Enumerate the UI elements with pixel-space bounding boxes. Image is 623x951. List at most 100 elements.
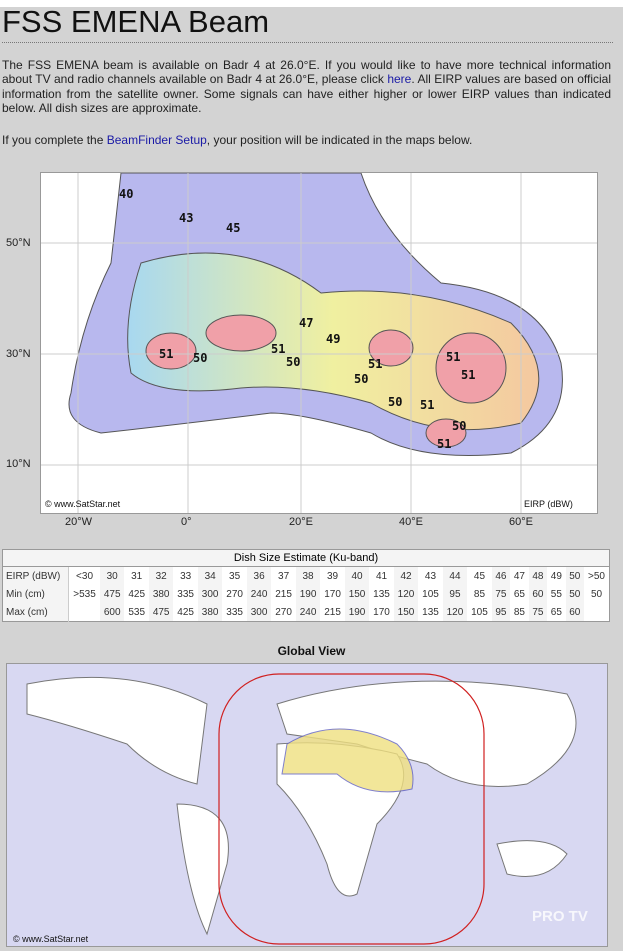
table-cell: 425 [177, 606, 194, 618]
table-cell: 42 [393, 566, 419, 585]
lon-label: 60°E [509, 516, 533, 528]
table-cell: 170 [324, 588, 341, 600]
coverage-peak [145, 332, 197, 370]
lat-label: 10°N [6, 458, 31, 470]
table-cell: 300 [246, 603, 272, 622]
table-cell: 40 [344, 566, 370, 585]
table-cell: 35 [229, 570, 241, 582]
table-cell: 38 [295, 566, 321, 585]
table-cell: 95 [442, 585, 468, 603]
table-cell: 44 [442, 566, 468, 585]
table-title: Dish Size Estimate (Ku-band) [2, 549, 610, 567]
intro-text: The FSS EMENA beam is available on Badr … [2, 58, 611, 115]
contour-label: 51 [420, 398, 435, 412]
table-cell: 135 [373, 588, 390, 600]
table-cell: 60 [528, 585, 548, 603]
table-cell: 475 [99, 585, 125, 603]
coverage-peak [435, 332, 507, 404]
lon-label: 0° [181, 516, 192, 528]
row-label: EIRP (dBW) [2, 566, 70, 585]
table-cell: 31 [131, 570, 143, 582]
dish-size-table: Dish Size Estimate (Ku-band) EIRP (dBW) <… [2, 549, 610, 622]
contour-label: 51 [368, 357, 383, 371]
contour-label: 50 [286, 355, 301, 369]
coverage-mid [127, 252, 540, 431]
table-cell: 75 [528, 603, 548, 622]
global-view-title: Global View [277, 644, 346, 658]
landmass [276, 680, 577, 787]
table-cell: 150 [344, 585, 370, 603]
table-cell: 46 [491, 566, 511, 585]
contour-label: 51 [446, 350, 461, 364]
page-title: FSS EMENA Beam [2, 4, 270, 39]
contour-label: 50 [354, 372, 369, 386]
lon-label: 20°W [65, 516, 93, 528]
table-cell: 535 [128, 606, 146, 618]
table-cell: 150 [393, 603, 419, 622]
table-cell: 55 [550, 588, 562, 600]
landmass [26, 676, 208, 785]
table-row: Min (cm) >535 475 425 380 335 300 270 240 215 190 1… [2, 585, 610, 603]
table-cell: 190 [344, 603, 370, 622]
table-cell: 335 [177, 588, 194, 600]
global-map-copyright: © www.SatStar.net [13, 934, 89, 944]
table-cell: 50 [590, 588, 603, 600]
table-cell: 50 [565, 585, 585, 603]
table-cell: 43 [424, 570, 437, 582]
contour-label: 50 [193, 351, 208, 365]
table-cell: 335 [226, 606, 243, 618]
table-cell: 65 [550, 606, 562, 618]
table-cell: 270 [226, 588, 243, 600]
setup-text: If you complete the BeamFinder Setup, yo… [2, 133, 473, 147]
contour-label: 40 [119, 187, 134, 201]
table-cell: 600 [99, 603, 125, 622]
here-link[interactable]: here [387, 72, 412, 87]
table-cell: 475 [148, 603, 174, 622]
table-cell: 120 [393, 585, 419, 603]
table-cell: 380 [197, 603, 223, 622]
table-cell: 48 [528, 566, 548, 585]
table-cell: >50 [588, 570, 605, 582]
table-cell: 39 [326, 570, 339, 582]
table-cell: >535 [73, 588, 96, 600]
landmass [496, 840, 568, 877]
landmass [176, 803, 229, 936]
table-cell: 85 [473, 588, 486, 600]
table-cell: 30 [99, 566, 125, 585]
contour-label: 47 [299, 316, 314, 330]
table-cell: 95 [491, 603, 511, 622]
table-cell: 270 [275, 606, 292, 618]
table-cell: 75 [491, 585, 511, 603]
contour-label: 45 [226, 221, 241, 235]
table-cell [584, 603, 609, 622]
global-map-graphic [26, 673, 577, 945]
top-bar [0, 0, 623, 7]
table-cell: 85 [513, 606, 525, 618]
contour-label: 43 [179, 211, 194, 225]
table-row: Max (cm) 600 535 475 425 380 335 300 270 240 215 19… [2, 603, 610, 622]
map-copyright: © www.SatStar.net [45, 499, 121, 509]
table-cell: 50 [565, 566, 585, 585]
contour-label: 50 [388, 395, 403, 409]
table-cell: 380 [148, 585, 174, 603]
beamfinder-setup-link[interactable]: BeamFinder Setup [106, 133, 207, 147]
table-cell: 32 [148, 566, 174, 585]
table-cell: 33 [180, 570, 192, 582]
table-cell: 135 [422, 606, 439, 618]
contour-label: 51 [461, 368, 476, 382]
row-label: Min (cm) [2, 585, 70, 603]
table-cell: 215 [324, 606, 341, 618]
row-label: Max (cm) [2, 603, 70, 622]
beam-footprint [281, 728, 414, 793]
watermark-logo: PRO TV [532, 908, 588, 925]
table-cell: 425 [128, 588, 146, 600]
lat-label: 50°N [6, 237, 31, 249]
table-cell: 170 [373, 606, 390, 618]
contour-label: 49 [326, 332, 341, 346]
table-cell: 240 [295, 603, 321, 622]
table-row: EIRP (dBW) <30 30 31 32 33 34 35 36 37 38 39 40 41 42 4… [2, 566, 610, 585]
lat-label: 30°N [6, 348, 31, 360]
table-cell: <30 [76, 570, 94, 582]
table-cell: 105 [471, 606, 488, 618]
lon-label: 40°E [399, 516, 423, 528]
